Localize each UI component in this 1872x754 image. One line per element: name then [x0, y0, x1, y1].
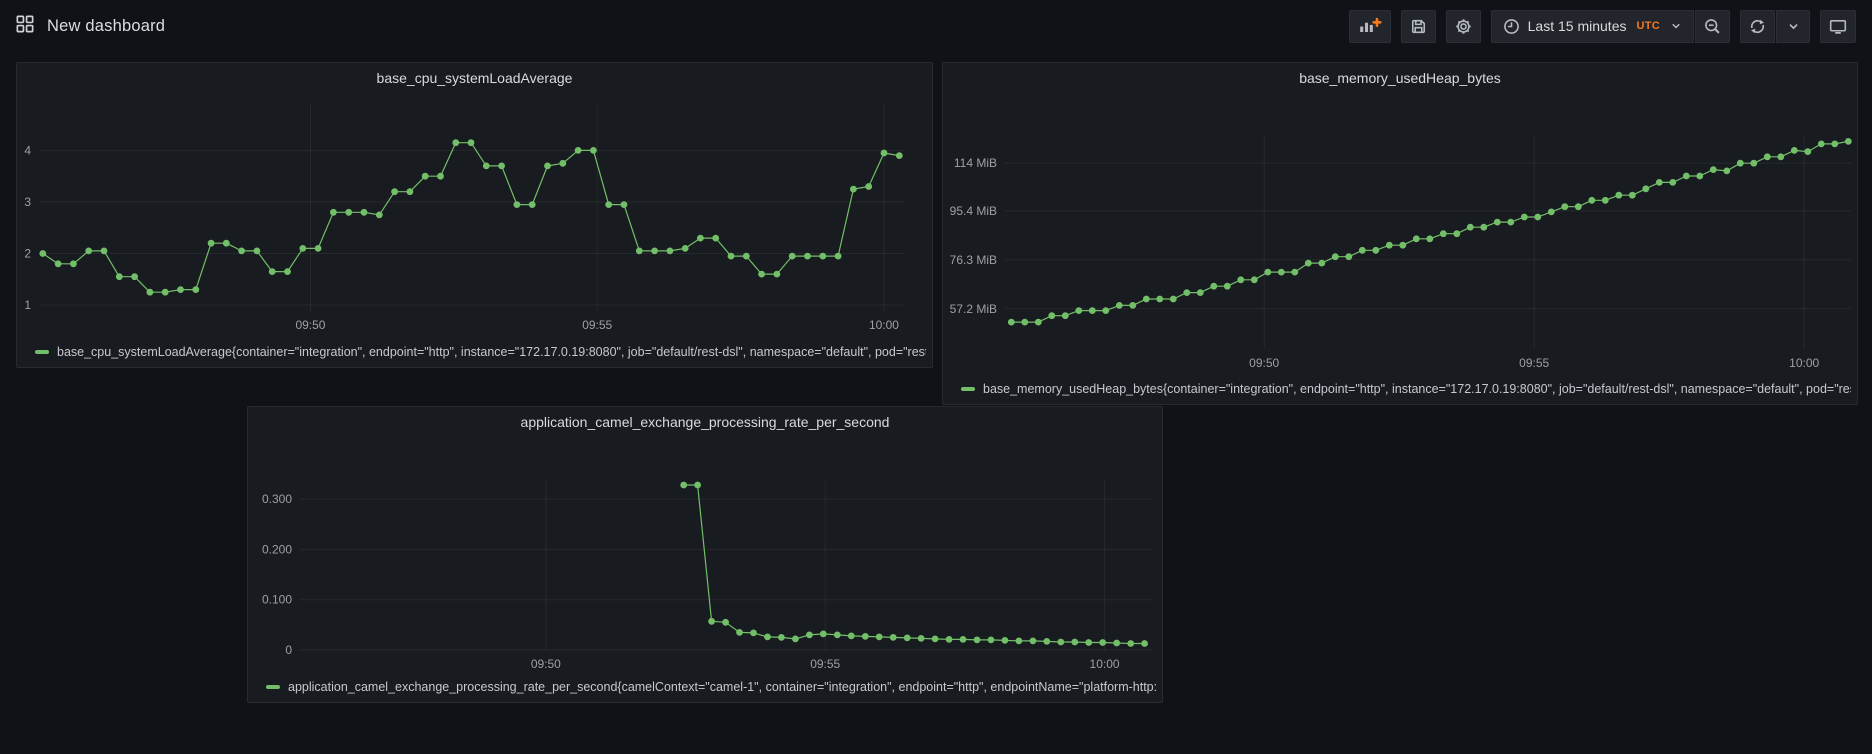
- chevron-down-icon: [1672, 23, 1680, 29]
- time-series-chart[interactable]: 1 2 3 4 09:50 09:55 10:00: [17, 63, 932, 367]
- save-icon: [1411, 19, 1425, 33]
- svg-text:0.300: 0.300: [262, 492, 292, 506]
- clock-icon: [1503, 18, 1519, 34]
- panel-base-cpu-systemloadaverage: base_cpu_systemLoadAverage 1 2 3 4 09:50 09:5…: [16, 62, 933, 368]
- svg-text:114 MiB: 114 MiB: [954, 156, 997, 170]
- dashboard-settings-button[interactable]: [1445, 9, 1481, 43]
- series-label[interactable]: base_memory_usedHeap_bytes{container="in…: [983, 382, 1851, 396]
- refresh-icon: [1750, 19, 1765, 33]
- monitor-icon: [1829, 19, 1847, 34]
- series-color-swatch: [266, 685, 280, 689]
- svg-text:09:50: 09:50: [295, 318, 325, 332]
- time-range-label: Last 15 minutes: [1527, 18, 1627, 34]
- chart-legend: base_memory_usedHeap_bytes{container="in…: [961, 382, 1851, 396]
- magnifier-minus-icon: [1705, 18, 1720, 34]
- panel-title[interactable]: base_cpu_systemLoadAverage: [376, 70, 573, 86]
- apps-grid-icon: [16, 15, 34, 38]
- chart-legend: base_cpu_systemLoadAverage{container="in…: [35, 345, 926, 359]
- panel-application-camel-exchange-processing-rate: application_camel_exchange_processing_ra…: [247, 406, 1163, 703]
- svg-text:4: 4: [24, 143, 31, 157]
- page-title: New dashboard: [47, 16, 166, 35]
- svg-text:0: 0: [285, 643, 292, 657]
- refresh-interval-button[interactable]: [1776, 9, 1810, 43]
- time-series-chart[interactable]: 0 0.100 0.200 0.300 09:50 09:55 10:00: [248, 407, 1162, 702]
- svg-text:95.4 MiB: 95.4 MiB: [950, 204, 997, 218]
- svg-text:0.100: 0.100: [262, 593, 292, 607]
- panel-base-memory-usedheap-bytes: base_memory_usedHeap_bytes 57.2 MiB 76.3 …: [942, 62, 1858, 405]
- dashboard-header: New dashboard: [0, 0, 1872, 52]
- refresh-button[interactable]: [1740, 9, 1775, 43]
- svg-text:09:50: 09:50: [1249, 356, 1279, 370]
- cycle-view-mode-button[interactable]: [1820, 9, 1856, 43]
- svg-text:09:50: 09:50: [531, 657, 561, 671]
- time-range-picker[interactable]: Last 15 minutes UTC: [1490, 9, 1694, 43]
- svg-text:76.3 MiB: 76.3 MiB: [950, 253, 997, 267]
- svg-text:2: 2: [24, 247, 31, 261]
- svg-text:10:00: 10:00: [869, 318, 899, 332]
- refresh-group: [1740, 9, 1810, 43]
- svg-text:1: 1: [24, 298, 31, 312]
- svg-text:09:55: 09:55: [810, 657, 840, 671]
- gear-icon: [1455, 18, 1471, 34]
- time-controls-group: Last 15 minutes UTC: [1490, 9, 1730, 43]
- save-dashboard-button[interactable]: [1400, 9, 1436, 43]
- chart-legend: application_camel_exchange_processing_ra…: [266, 680, 1156, 694]
- svg-text:3: 3: [24, 195, 31, 209]
- chevron-down-icon: [1789, 23, 1797, 29]
- zoom-out-button[interactable]: [1695, 9, 1730, 43]
- svg-text:10:00: 10:00: [1789, 356, 1819, 370]
- series-label[interactable]: application_camel_exchange_processing_ra…: [288, 680, 1156, 694]
- svg-text:09:55: 09:55: [1519, 356, 1549, 370]
- bar-chart-plus-icon: [1359, 17, 1382, 32]
- svg-text:57.2 MiB: 57.2 MiB: [950, 302, 997, 316]
- add-panel-button[interactable]: [1348, 9, 1391, 43]
- svg-text:10:00: 10:00: [1090, 657, 1120, 671]
- series-label[interactable]: base_cpu_systemLoadAverage{container="in…: [57, 345, 926, 359]
- time-series-chart[interactable]: 57.2 MiB 76.3 MiB 95.4 MiB 114 MiB 09:50 09:5…: [943, 63, 1857, 404]
- panel-title[interactable]: application_camel_exchange_processing_ra…: [520, 414, 890, 430]
- panel-title[interactable]: base_memory_usedHeap_bytes: [1299, 70, 1501, 86]
- svg-text:09:55: 09:55: [582, 318, 612, 332]
- series-color-swatch: [961, 387, 975, 391]
- series-color-swatch: [35, 350, 49, 354]
- svg-text:0.200: 0.200: [262, 542, 292, 556]
- timezone-label: UTC: [1636, 20, 1660, 32]
